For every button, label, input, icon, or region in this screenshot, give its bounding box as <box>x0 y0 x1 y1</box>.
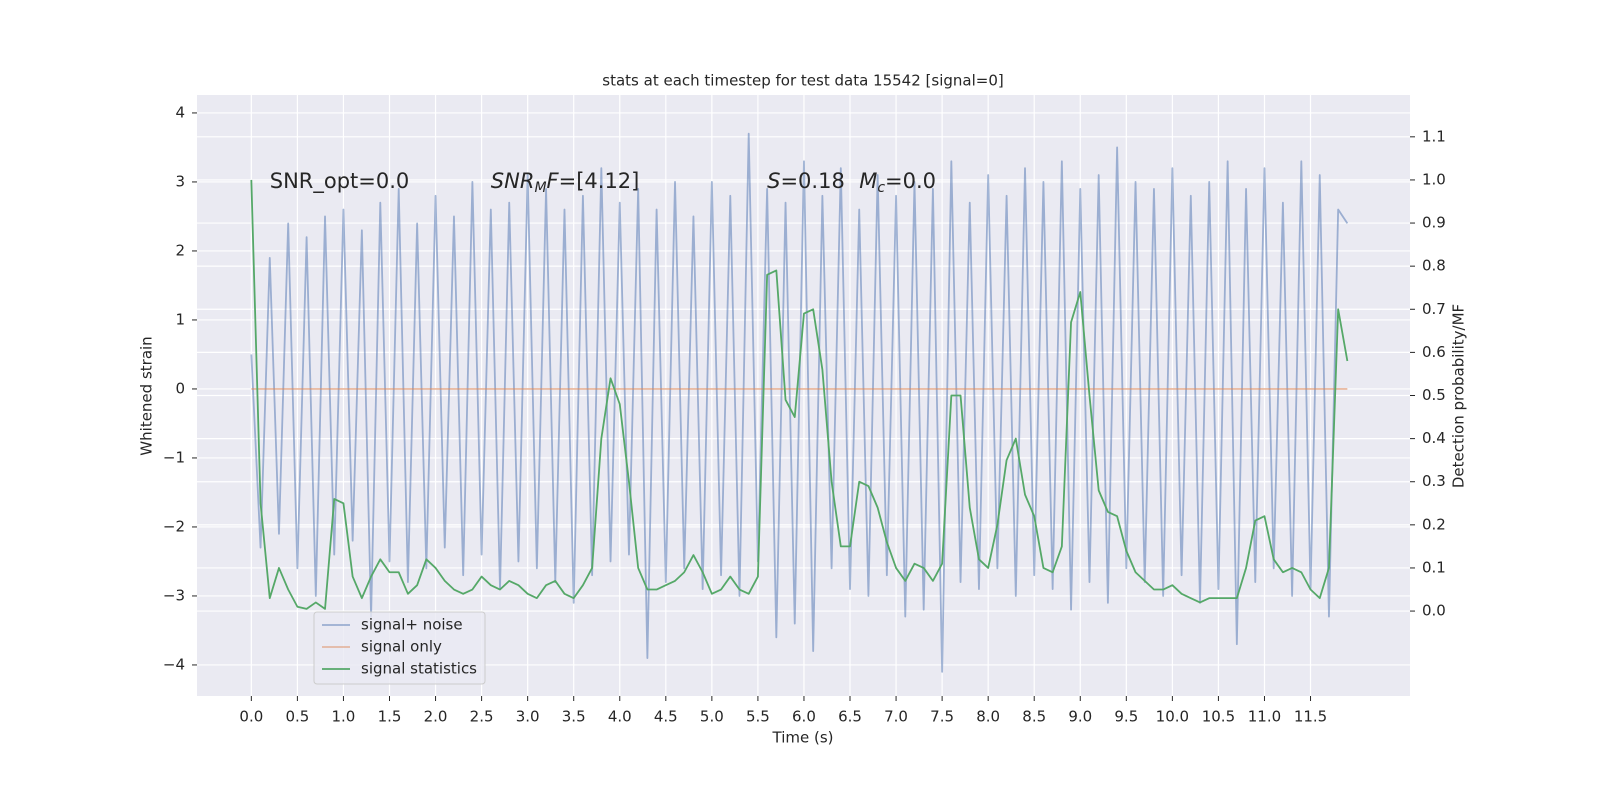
annotation-part: =[4.12] <box>559 169 640 193</box>
y2-tick-label: 0.5 <box>1422 386 1446 404</box>
x-tick-label: 1.5 <box>378 708 402 726</box>
x-tick-label: 2.5 <box>470 708 494 726</box>
x-tick-label: 8.0 <box>976 708 1000 726</box>
x-tick-label: 10.0 <box>1156 708 1189 726</box>
y-tick-label: −1 <box>163 448 185 466</box>
y2-tick-label: 1.1 <box>1422 127 1446 145</box>
x-tick-label: 10.5 <box>1202 708 1235 726</box>
x-tick-label: 9.0 <box>1068 708 1092 726</box>
y2-tick-label: 0.9 <box>1422 214 1446 232</box>
annotation: SNR_opt=0.0 <box>270 169 410 194</box>
y2-axis-label: Detection probability/MF <box>1450 304 1468 488</box>
x-tick-label: 2.0 <box>424 708 448 726</box>
y-axis-label: Whitened strain <box>138 336 156 455</box>
y-tick-label: 1 <box>175 310 185 328</box>
y-tick-label: 0 <box>175 379 185 397</box>
y-tick-label: −3 <box>163 586 185 604</box>
annotation-part: SNR <box>491 169 535 193</box>
x-tick-label: 6.5 <box>838 708 862 726</box>
x-tick-label: 1.0 <box>332 708 356 726</box>
x-tick-label: 6.0 <box>792 708 816 726</box>
annotation-part: SNR_opt=0.0 <box>270 169 410 194</box>
annotation-part: S <box>767 169 780 193</box>
x-tick-label: 8.5 <box>1022 708 1046 726</box>
y-tick-label: 2 <box>175 241 185 259</box>
x-axis-label: Time (s) <box>772 729 834 747</box>
annotation-part: =0.18 <box>780 169 844 193</box>
series-line <box>250 179 1349 610</box>
x-tick-label: 11.0 <box>1248 708 1281 726</box>
y-tick-label: 4 <box>175 103 185 121</box>
x-tick-label: 4.0 <box>608 708 632 726</box>
legend-label: signal+ noise <box>361 616 463 634</box>
x-tick-label: 7.0 <box>884 708 908 726</box>
y2-tick-label: 1.0 <box>1422 170 1446 188</box>
x-tick-label: 9.5 <box>1114 708 1138 726</box>
x-tick-label: 3.5 <box>562 708 586 726</box>
y2-tick-label: 0.4 <box>1422 429 1446 447</box>
legend-label: signal only <box>361 638 442 656</box>
annotation: Mc=0.0 <box>859 169 936 196</box>
y2-tick-label: 0.3 <box>1422 472 1446 490</box>
legend-box <box>313 611 486 685</box>
legend-label: signal statistics <box>361 660 477 678</box>
x-tick-label: 4.5 <box>654 708 678 726</box>
annotation-part: M <box>534 180 546 196</box>
y2-tick-label: 0.0 <box>1422 602 1446 620</box>
x-tick-label: 0.5 <box>285 708 309 726</box>
chart-title: stats at each timestep for test data 155… <box>602 72 1003 90</box>
annotation-part: F <box>547 169 560 193</box>
x-tick-label: 7.5 <box>930 708 954 726</box>
annotation: S=0.18 <box>767 169 845 193</box>
y-tick-label: −4 <box>163 655 185 673</box>
y2-tick-label: 0.7 <box>1422 300 1446 318</box>
annotation-part: =0.0 <box>885 169 936 193</box>
y2-tick-label: 0.1 <box>1422 558 1446 576</box>
y-tick-label: −2 <box>163 517 185 535</box>
annotation-part: M <box>859 169 877 193</box>
annotation-part: c <box>877 180 885 196</box>
x-tick-label: 5.5 <box>746 708 770 726</box>
x-tick-label: 0.0 <box>239 708 263 726</box>
x-tick-label: 3.0 <box>516 708 540 726</box>
y2-tick-label: 0.8 <box>1422 257 1446 275</box>
x-tick-label: 11.5 <box>1294 708 1327 726</box>
annotation: SNRMF=[4.12] <box>491 169 640 196</box>
y2-tick-label: 0.6 <box>1422 343 1446 361</box>
y-tick-label: 3 <box>175 172 185 190</box>
series-line <box>250 132 1349 673</box>
y2-tick-label: 0.2 <box>1422 515 1446 533</box>
x-tick-label: 5.0 <box>700 708 724 726</box>
